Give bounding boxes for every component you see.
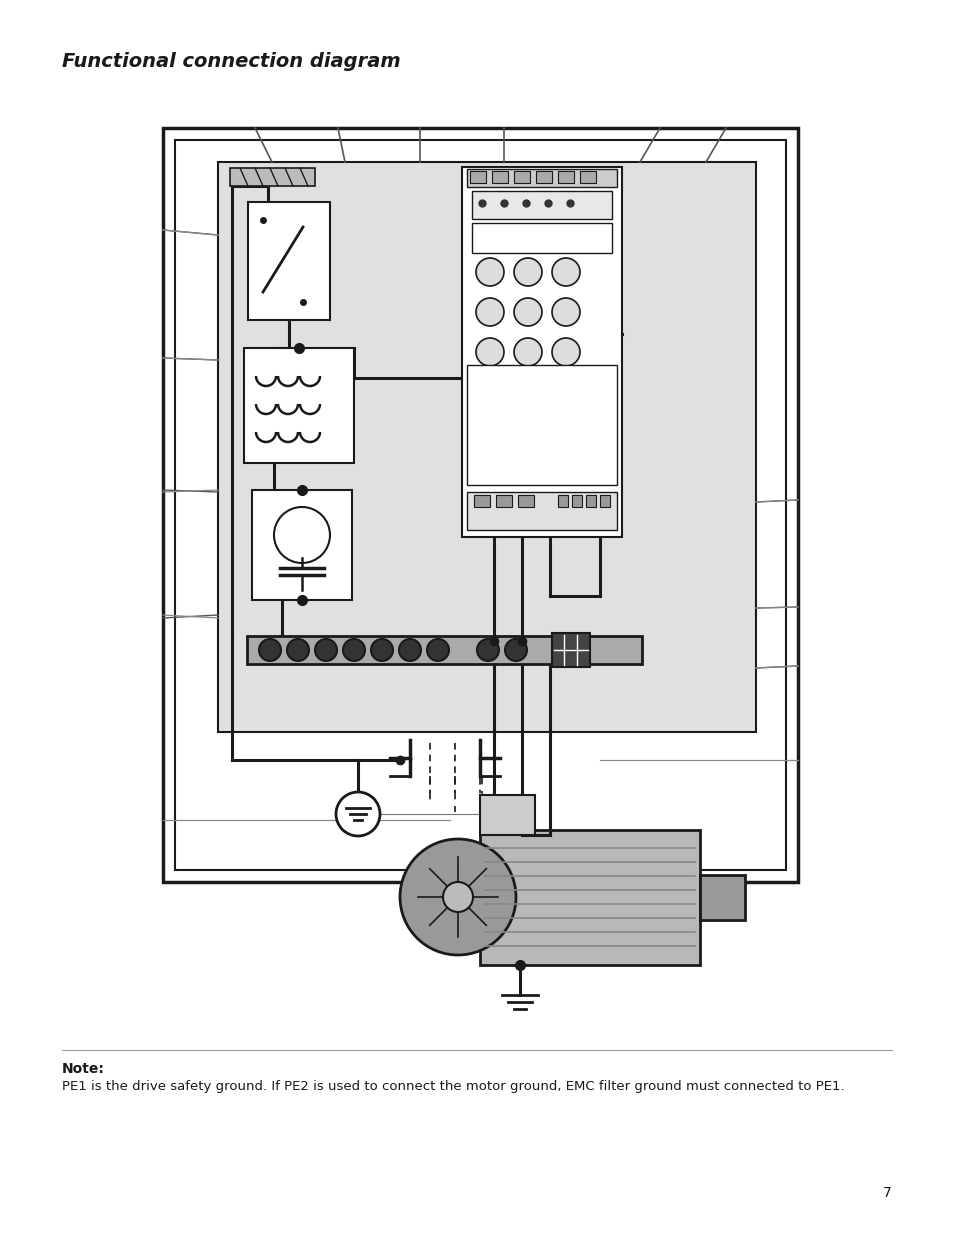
Bar [496, 495, 512, 508]
Text: Functional connection diagram: Functional connection diagram [62, 52, 400, 70]
Bar [244, 348, 354, 463]
Bar [558, 495, 567, 508]
Circle shape [335, 792, 379, 836]
Bar [470, 170, 485, 183]
Circle shape [258, 638, 281, 661]
Bar [572, 495, 581, 508]
Circle shape [476, 258, 503, 287]
Bar [700, 876, 744, 920]
Circle shape [371, 638, 393, 661]
Bar [467, 366, 617, 485]
Bar [218, 162, 755, 732]
Bar [474, 495, 490, 508]
Bar [467, 169, 617, 186]
Circle shape [552, 298, 579, 326]
Circle shape [314, 638, 336, 661]
Circle shape [514, 298, 541, 326]
Bar [230, 168, 314, 186]
Bar [536, 170, 552, 183]
Bar [174, 140, 785, 869]
Bar [472, 224, 612, 253]
Bar [585, 495, 596, 508]
Bar [558, 170, 574, 183]
Bar [467, 492, 617, 530]
Circle shape [427, 638, 449, 661]
Bar [492, 170, 507, 183]
Bar [252, 490, 352, 600]
Text: Note:: Note: [62, 1062, 105, 1076]
Bar [599, 495, 609, 508]
Circle shape [552, 338, 579, 366]
Circle shape [476, 638, 498, 661]
Text: 7: 7 [882, 1186, 891, 1200]
Bar [163, 128, 797, 882]
Bar [461, 167, 621, 537]
Bar [517, 495, 534, 508]
Circle shape [504, 638, 526, 661]
Bar [552, 634, 589, 667]
Circle shape [274, 508, 330, 563]
Bar [247, 636, 641, 664]
Text: PE1 is the drive safety ground. If PE2 is used to connect the motor ground, EMC : PE1 is the drive safety ground. If PE2 i… [62, 1079, 843, 1093]
Bar [479, 795, 535, 835]
Circle shape [399, 839, 516, 955]
Circle shape [398, 638, 420, 661]
Bar [579, 170, 596, 183]
Circle shape [476, 338, 503, 366]
Bar [479, 830, 700, 965]
Circle shape [287, 638, 309, 661]
Bar [472, 191, 612, 219]
Circle shape [514, 338, 541, 366]
Circle shape [476, 298, 503, 326]
Bar [248, 203, 330, 320]
Circle shape [343, 638, 365, 661]
Circle shape [442, 882, 473, 911]
Circle shape [514, 258, 541, 287]
Circle shape [552, 258, 579, 287]
Bar [514, 170, 530, 183]
